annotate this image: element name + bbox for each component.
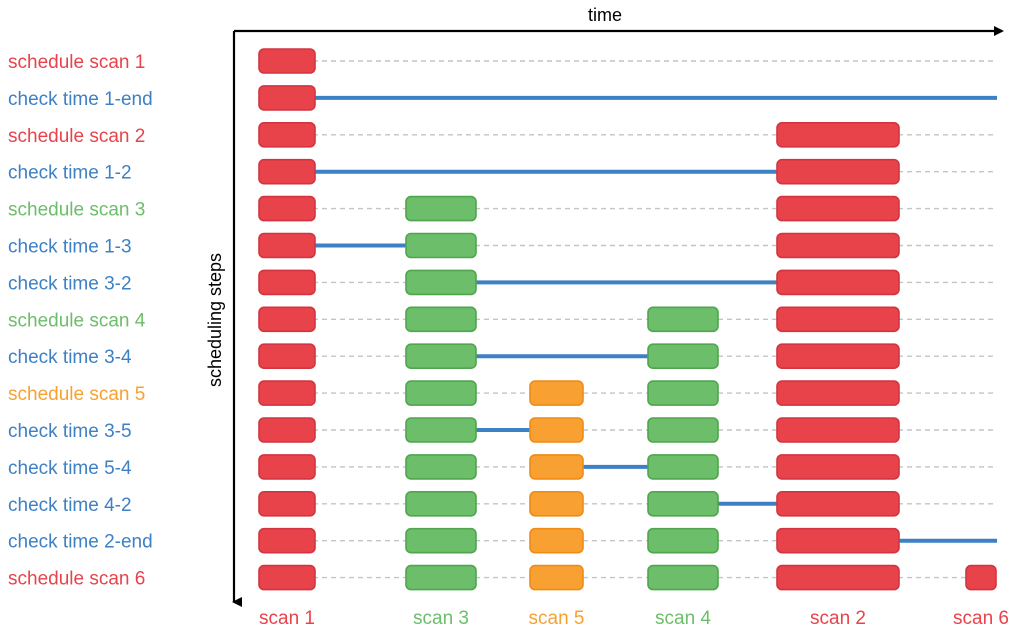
scan-bar-s3: [405, 490, 477, 517]
scan-bar-s2: [776, 122, 900, 148]
scan-bar-s5: [529, 417, 584, 443]
scan-bar-s1: [258, 380, 316, 406]
scan-bar-s3: [405, 343, 477, 370]
time-axis-label: time: [588, 5, 622, 25]
scan-bar-s3: [405, 527, 477, 554]
scan-bar-s2: [776, 564, 900, 591]
scan-label-s2: scan 2: [810, 608, 866, 629]
step-label: check time 3-5: [8, 421, 132, 442]
scan-bar-s6: [965, 564, 997, 591]
scan-bar-s2: [776, 490, 900, 517]
scan-bar-s2: [776, 158, 900, 185]
step-label: schedule scan 5: [8, 384, 145, 405]
step-label: schedule scan 4: [8, 310, 146, 331]
scan-bar-s3: [405, 564, 477, 591]
scan-bar-s5: [529, 490, 584, 517]
step-label: check time 5-4: [8, 458, 132, 479]
scan-bar-s3: [405, 269, 477, 296]
scan-bar-s1: [258, 417, 316, 443]
scan-bar-s2: [776, 232, 900, 259]
scan-bar-s3: [405, 417, 477, 443]
scan-label-s6: scan 6: [953, 608, 1009, 629]
steps-axis-label: scheduling steps: [205, 253, 225, 387]
check-lines: [315, 95, 997, 543]
scan-label-s5: scan 5: [529, 608, 585, 629]
step-label: check time 1-2: [8, 163, 132, 184]
scan-bar-s3: [405, 195, 477, 222]
step-label: schedule scan 1: [8, 52, 145, 73]
scan-bar-s1: [258, 48, 316, 74]
scan-bar-s2: [776, 306, 900, 333]
step-label: schedule scan 3: [8, 200, 145, 221]
scan-bar-s1: [258, 269, 316, 296]
scan-bar-s4: [647, 527, 719, 554]
scan-bar-s1: [258, 158, 316, 185]
scan-bar-s1: [258, 564, 316, 591]
step-label: schedule scan 2: [8, 126, 145, 147]
scan-bar-s2: [776, 527, 900, 554]
scan-label-s3: scan 3: [413, 608, 469, 629]
scan-bar-s4: [647, 380, 719, 406]
scan-bar-s3: [405, 380, 477, 406]
step-label: check time 2-end: [8, 532, 153, 553]
scan-bar-s5: [529, 564, 584, 591]
step-label: check time 1-3: [8, 237, 132, 258]
scan-bar-s4: [647, 454, 719, 480]
scan-bar-s4: [647, 306, 719, 333]
scan-bar-s4: [647, 490, 719, 517]
scan-bar-s5: [529, 527, 584, 554]
scan-bar-s1: [258, 232, 316, 259]
scan-bar-s2: [776, 454, 900, 480]
scan-bar-s1: [258, 195, 316, 222]
scan-label-s1: scan 1: [259, 608, 315, 629]
scan-bar-s1: [258, 343, 316, 370]
scan-bar-s5: [529, 380, 584, 406]
scan-bar-s4: [647, 564, 719, 591]
step-labels: schedule scan 1 check time 1-end schedule …: [8, 52, 153, 590]
axes: time scheduling steps: [205, 5, 1004, 607]
scan-bar-s3: [405, 232, 477, 259]
scan-labels: scan 1 scan 3 scan 5 scan 4 scan 2 scan 6: [259, 608, 1009, 629]
scan-bar-s1: [258, 527, 316, 554]
scan-bar-s2: [776, 343, 900, 370]
scan-bar-s3: [405, 454, 477, 480]
scan-bar-s2: [776, 195, 900, 222]
step-label: schedule scan 6: [8, 569, 145, 590]
scan-bar-s4: [647, 417, 719, 443]
step-label: check time 1-end: [8, 89, 153, 110]
scan-bar-s1: [258, 490, 316, 517]
scan-bar-s1: [258, 306, 316, 333]
scan-bar-s2: [776, 417, 900, 443]
scan-bars: [258, 48, 997, 591]
step-label: check time 3-4: [8, 347, 132, 368]
scan-bar-s1: [258, 122, 316, 148]
scan-bar-s4: [647, 343, 719, 370]
scan-bar-s1: [258, 454, 316, 480]
step-label: check time 4-2: [8, 495, 132, 516]
scan-bar-s2: [776, 380, 900, 406]
scan-bar-s1: [258, 85, 316, 111]
scan-bar-s2: [776, 269, 900, 296]
scan-bar-s3: [405, 306, 477, 333]
scan-bar-s5: [529, 454, 584, 480]
scan-label-s4: scan 4: [655, 608, 711, 629]
step-label: check time 3-2: [8, 273, 132, 294]
